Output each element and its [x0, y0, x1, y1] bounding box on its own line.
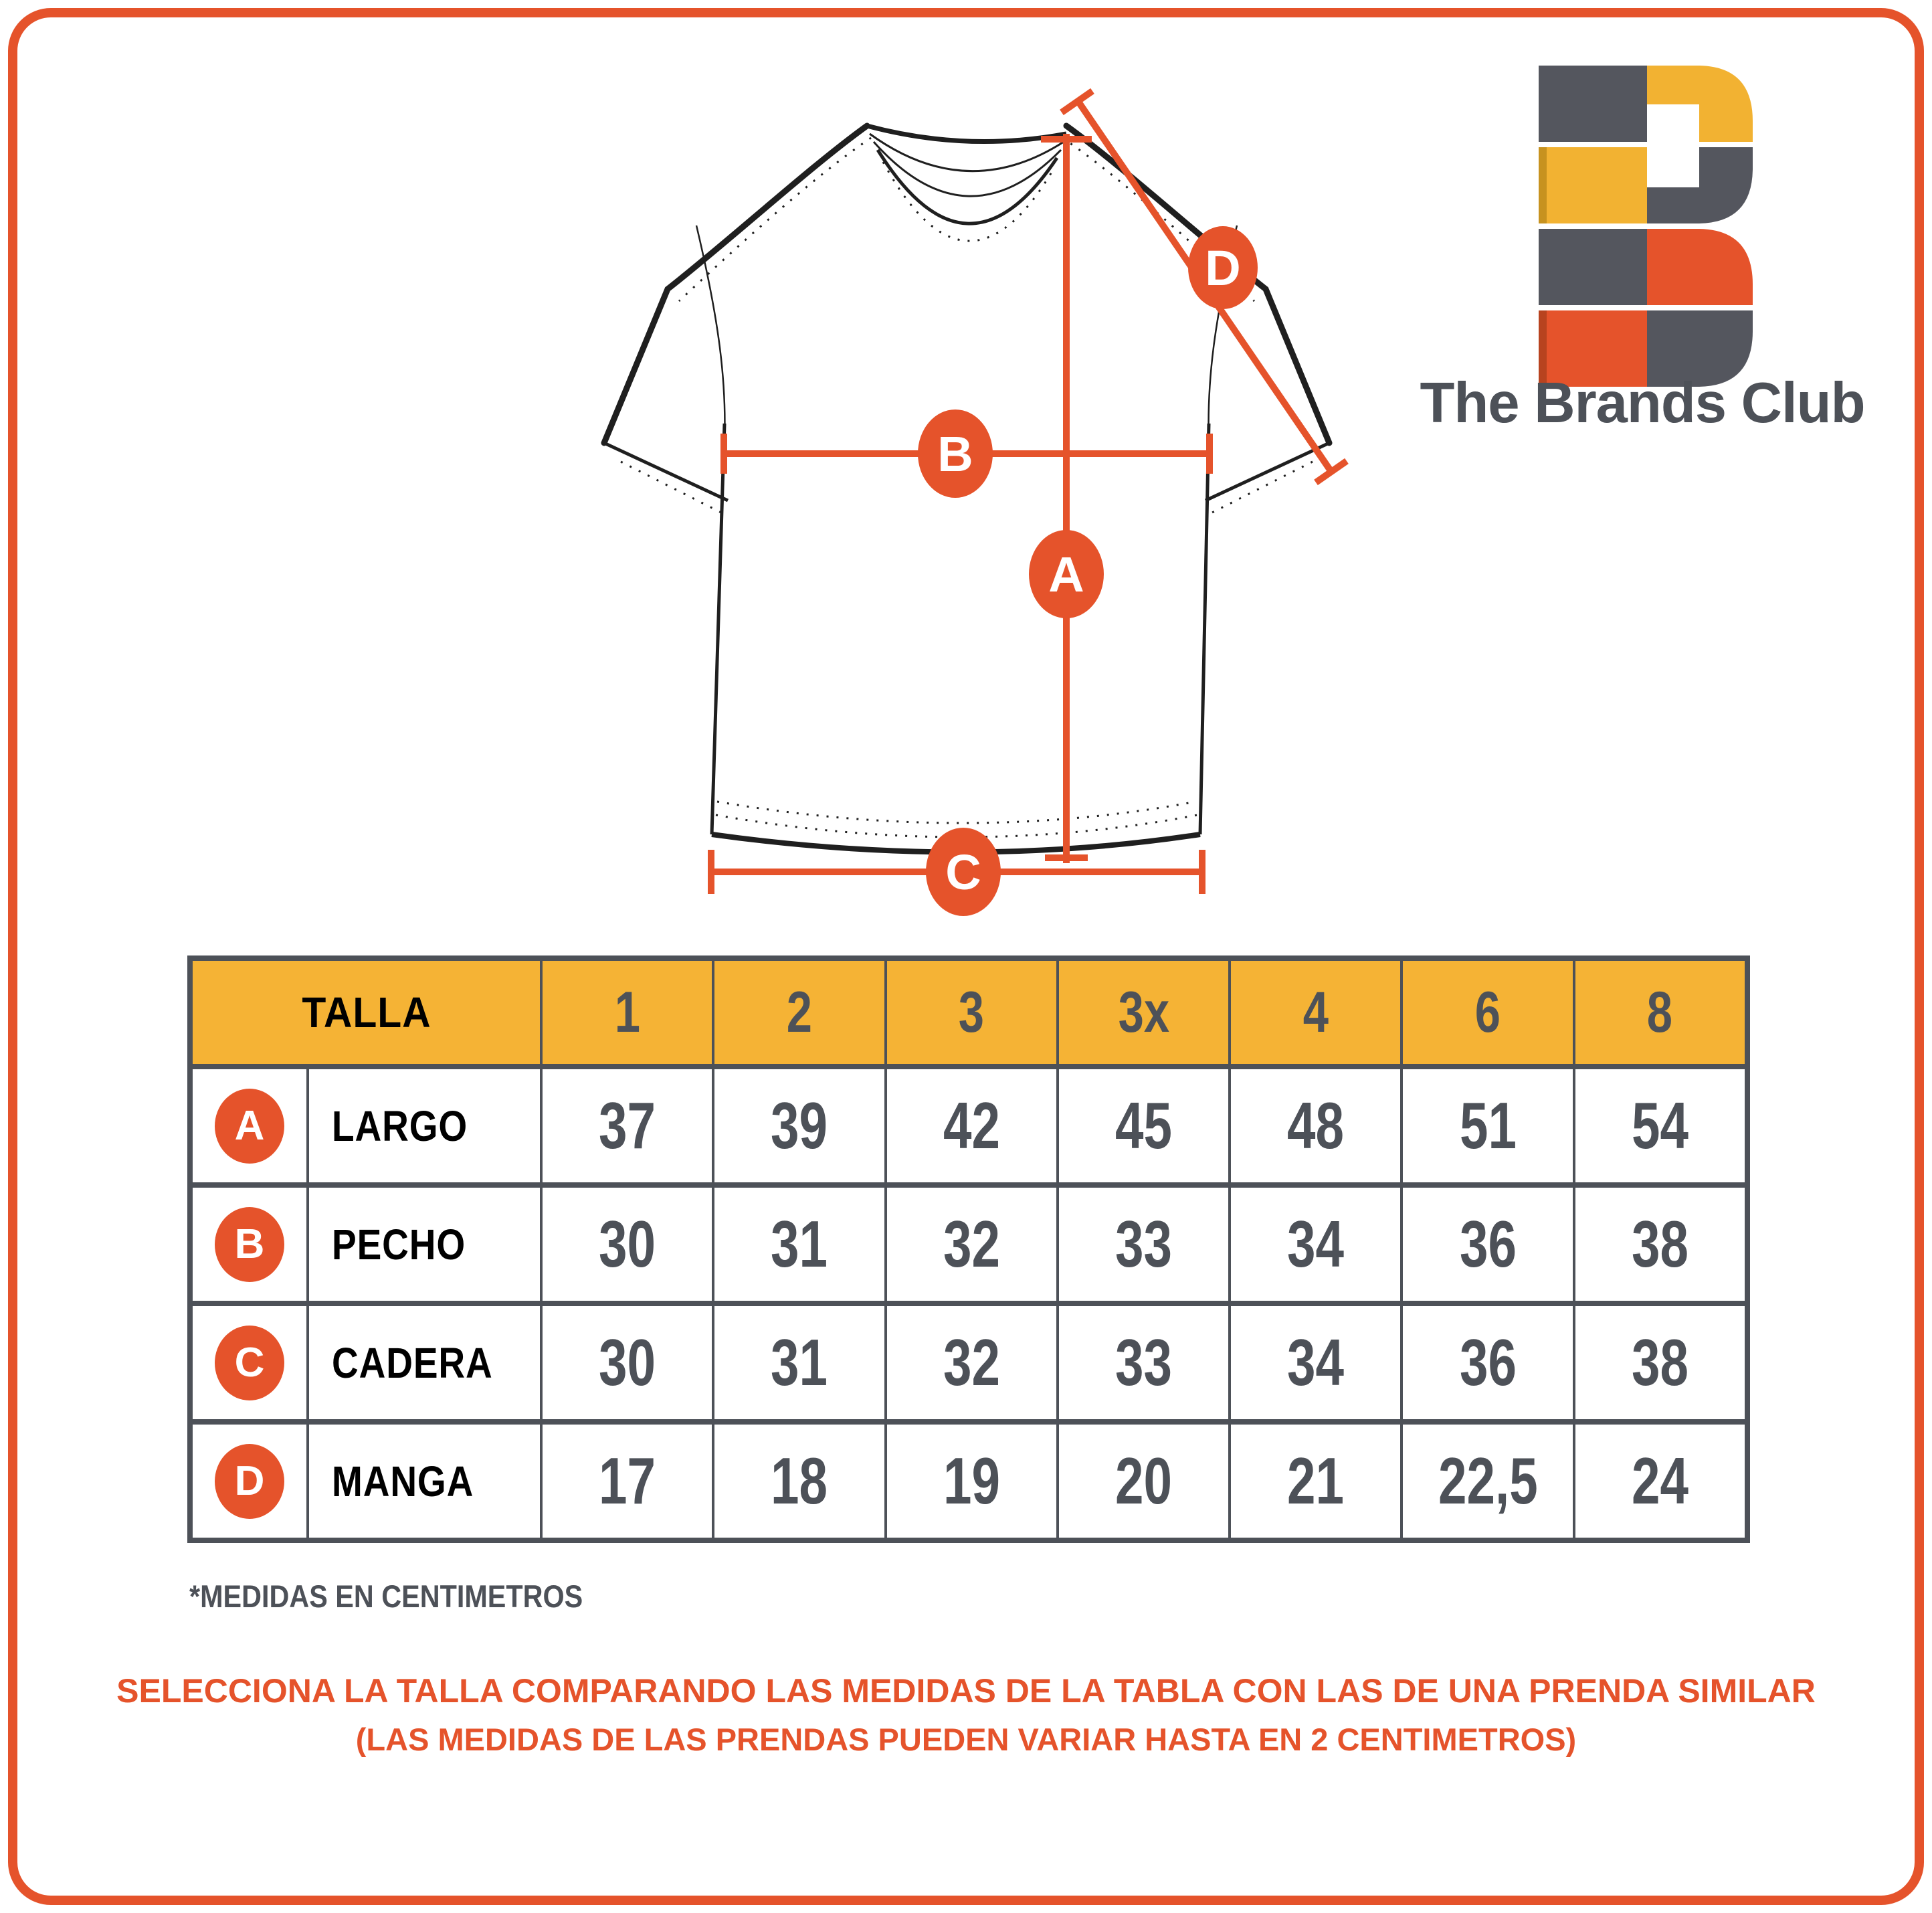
- table-cell: 21: [1231, 1425, 1401, 1538]
- table-cell: 39: [714, 1069, 884, 1182]
- table-header-size-1: 1: [543, 961, 712, 1064]
- table-cell: 48: [1231, 1069, 1401, 1182]
- table-header-size-4: 4: [1231, 961, 1401, 1064]
- table-header-size-2: 2: [714, 961, 884, 1064]
- disclaimer-line-2: (LAS MEDIDAS DE LAS PRENDAS PUEDEN VARIA…: [355, 1722, 1577, 1757]
- row-pecho-badge-cell: B: [193, 1188, 306, 1301]
- badge-C-letter: C: [945, 844, 981, 900]
- logo-b-blocks: [1539, 66, 1753, 387]
- row-manga-badge-cell: D: [193, 1425, 306, 1538]
- row-cadera-label-cell: CADERA: [309, 1306, 540, 1419]
- table-header-size-3x: 3x: [1058, 961, 1229, 1064]
- row-pecho-badge: B: [215, 1206, 284, 1282]
- row-largo-badge-cell: A: [193, 1069, 306, 1182]
- row-pecho-label-cell: PECHO: [309, 1188, 540, 1301]
- table-header-size-3: 3: [886, 961, 1056, 1064]
- row-largo-badge: A: [215, 1088, 284, 1164]
- table-cell: 30: [543, 1306, 712, 1419]
- badge-D: D: [1188, 226, 1258, 309]
- table-cell: 20: [1058, 1425, 1229, 1538]
- table-cell: 36: [1403, 1306, 1573, 1419]
- table-cell: 42: [886, 1069, 1056, 1182]
- table-cell: 18: [714, 1425, 884, 1538]
- badge-B: B: [918, 409, 993, 498]
- row-manga-label-cell: MANGA: [309, 1425, 540, 1538]
- table-cell: 51: [1403, 1069, 1573, 1182]
- row-cadera-badge: C: [215, 1325, 284, 1400]
- size-table: TALLA 1 2 3 3x 4 6 8 A LARGO 37 39 42 45…: [187, 955, 1750, 1543]
- badge-C: C: [926, 828, 1001, 916]
- badge-A-letter: A: [1048, 547, 1084, 602]
- table-cell: 34: [1231, 1188, 1401, 1301]
- table-cell: 32: [886, 1188, 1056, 1301]
- table-cell: 17: [543, 1425, 712, 1538]
- tshirt-measurement-diagram: A B C D: [601, 88, 1349, 916]
- table-cell: 36: [1403, 1188, 1573, 1301]
- measurement-badges: A B C D: [918, 226, 1258, 916]
- table-cell: 33: [1058, 1306, 1229, 1419]
- measure-line-A: [1041, 134, 1092, 863]
- table-cell: 33: [1058, 1188, 1229, 1301]
- table-cell: 34: [1231, 1306, 1401, 1419]
- badge-D-letter: D: [1205, 240, 1240, 296]
- table-cell: 45: [1058, 1069, 1229, 1182]
- table-header-talla: TALLA: [193, 961, 540, 1064]
- badge-A: A: [1029, 530, 1104, 618]
- table-cell: 54: [1575, 1069, 1745, 1182]
- table-cell: 37: [543, 1069, 712, 1182]
- table-header-size-8: 8: [1575, 961, 1745, 1064]
- units-footnote: *MEDIDAS EN CENTIMETROS: [189, 1578, 583, 1614]
- row-largo-label-cell: LARGO: [309, 1069, 540, 1182]
- table-header-talla-label: TALLA: [301, 988, 431, 1036]
- table-cell: 38: [1575, 1188, 1745, 1301]
- table-cell: 38: [1575, 1306, 1745, 1419]
- table-header-size-6: 6: [1403, 961, 1573, 1064]
- table-cell: 31: [714, 1188, 884, 1301]
- table-cell: 30: [543, 1188, 712, 1301]
- table-cell: 22,5: [1403, 1425, 1573, 1538]
- disclaimer-line-1: SELECCIONA LA TALLA COMPARANDO LAS MEDID…: [116, 1672, 1816, 1710]
- table-cell: 19: [886, 1425, 1056, 1538]
- table-cell: 24: [1575, 1425, 1745, 1538]
- row-cadera-badge-cell: C: [193, 1306, 306, 1419]
- brand-logo-text: The Brands Club: [1420, 371, 1865, 435]
- badge-B-letter: B: [937, 426, 973, 482]
- table-cell: 31: [714, 1306, 884, 1419]
- brand-logo-icon: [1539, 66, 1753, 387]
- table-cell: 32: [886, 1306, 1056, 1419]
- row-manga-badge: D: [215, 1443, 284, 1519]
